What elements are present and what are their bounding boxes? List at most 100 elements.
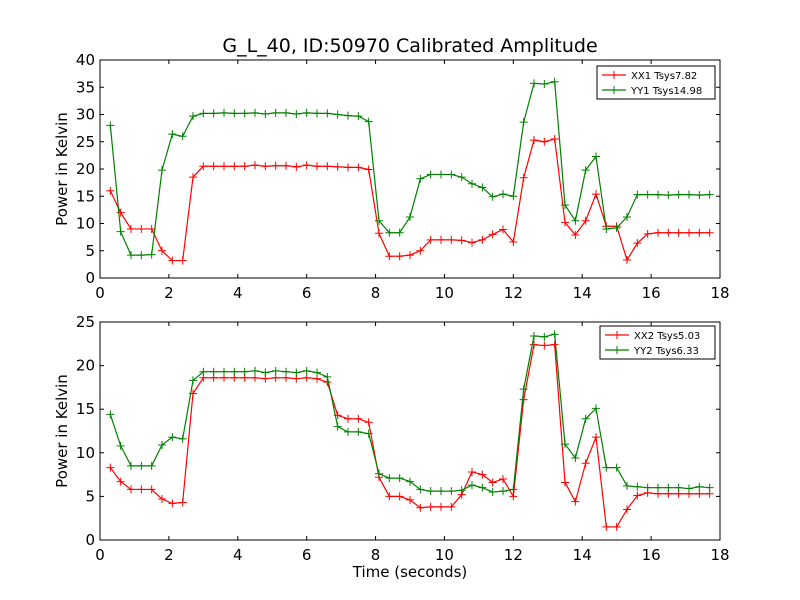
data-point <box>478 470 487 479</box>
data-point <box>530 79 538 88</box>
data-point <box>313 368 321 377</box>
data-point <box>561 440 569 449</box>
x-tick-label: 12 <box>504 284 523 302</box>
data-point <box>240 109 249 118</box>
chart-title: G_L_40, ID:50970 Calibrated Amplitude <box>222 35 597 57</box>
data-point <box>540 332 549 341</box>
plot-area <box>106 77 714 265</box>
data-point <box>364 165 373 174</box>
data-point <box>147 461 156 470</box>
data-point <box>664 228 673 237</box>
series-1-2 <box>106 77 714 260</box>
data-point <box>519 385 528 394</box>
data-point <box>633 239 642 248</box>
data-point <box>519 118 528 127</box>
legend-entry: YY2 Tsys6.33 <box>605 346 699 357</box>
data-point <box>271 373 280 382</box>
data-point <box>395 474 404 483</box>
data-point <box>354 163 363 172</box>
legend-label: XX1 Tsys7.82 <box>631 71 697 82</box>
data-point <box>426 487 435 496</box>
data-point <box>251 161 259 170</box>
data-point <box>612 223 621 232</box>
y-tick-label: 10 <box>76 444 95 462</box>
data-point <box>623 505 631 514</box>
x-tick-label: 8 <box>371 546 381 564</box>
data-point <box>116 477 125 486</box>
x-tick-label: 14 <box>573 284 592 302</box>
data-point <box>375 469 383 478</box>
legend-marker <box>613 346 621 354</box>
data-point <box>602 463 611 472</box>
x-tick-label: 6 <box>302 546 312 564</box>
x-tick-label: 2 <box>164 284 174 302</box>
data-point <box>385 492 394 501</box>
y-tick-label: 35 <box>76 78 95 96</box>
x-tick-label: 8 <box>371 284 381 302</box>
data-point <box>168 433 177 442</box>
data-point <box>282 367 290 376</box>
data-point <box>354 112 363 121</box>
data-point <box>426 170 435 179</box>
data-point <box>457 173 466 182</box>
data-point <box>271 108 280 117</box>
data-point <box>664 483 673 492</box>
data-point <box>137 485 146 494</box>
data-point <box>447 502 456 511</box>
data-point <box>127 461 135 470</box>
data-point <box>168 499 177 508</box>
data-point <box>344 414 352 423</box>
data-point <box>364 117 373 126</box>
data-point <box>395 252 404 261</box>
data-point <box>561 200 569 209</box>
panel-1: 0 2 4 6 8 10 12 14 16 18 0 5 10 15 20 25 30 35 40 Power in … <box>53 51 730 302</box>
x-tick-label: 12 <box>504 546 523 564</box>
data-point <box>540 341 549 350</box>
data-point <box>271 161 280 170</box>
data-point <box>230 109 239 118</box>
data-point <box>395 228 404 237</box>
y-tick-label: 20 <box>76 357 95 375</box>
x-axis-label: Time (seconds) <box>352 563 468 581</box>
data-point <box>571 230 580 239</box>
x-tick-label: 18 <box>710 546 729 564</box>
data-point <box>116 441 125 450</box>
y-tick-label: 15 <box>76 187 95 205</box>
data-point <box>251 108 259 117</box>
data-point <box>571 454 580 463</box>
data-point <box>251 373 259 382</box>
data-point <box>654 483 662 492</box>
data-point <box>189 376 197 385</box>
data-point <box>116 208 125 217</box>
data-point <box>488 488 497 497</box>
data-point <box>147 485 156 494</box>
data-point <box>499 225 507 234</box>
data-point <box>406 212 414 221</box>
data-point <box>705 228 714 237</box>
data-point <box>302 366 311 375</box>
data-point <box>323 162 332 171</box>
data-point <box>581 414 590 423</box>
x-tick-label: 2 <box>164 546 174 564</box>
data-point <box>302 161 311 170</box>
data-point <box>530 136 538 145</box>
data-point <box>209 109 218 118</box>
data-point <box>385 228 394 237</box>
data-point <box>592 433 600 442</box>
data-point <box>261 162 270 171</box>
x-tick-label: 10 <box>435 546 454 564</box>
x-tick-label: 0 <box>95 284 105 302</box>
data-point <box>468 467 476 476</box>
data-point <box>519 173 528 182</box>
y-tick-label: 10 <box>76 215 95 233</box>
legend-marker <box>610 71 618 79</box>
data-point <box>571 216 580 225</box>
data-point <box>230 162 239 171</box>
data-point <box>106 463 115 472</box>
data-point <box>561 218 569 227</box>
series-2-1 <box>106 340 714 531</box>
data-point <box>447 170 456 179</box>
y-tick-label: 5 <box>85 487 95 505</box>
legend-label: YY1 Tsys14.98 <box>630 86 702 97</box>
data-point <box>674 228 683 237</box>
